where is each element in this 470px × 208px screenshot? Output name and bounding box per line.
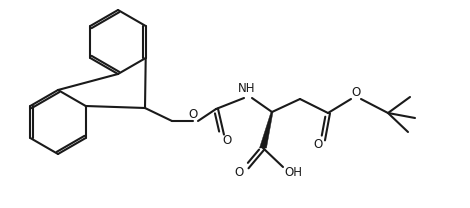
Text: O: O [352,85,360,99]
Text: O: O [188,108,197,120]
Text: O: O [313,139,322,151]
Text: NH: NH [238,82,256,94]
Polygon shape [259,112,273,148]
Text: O: O [222,134,232,146]
Text: O: O [235,166,243,178]
Text: OH: OH [284,166,302,178]
